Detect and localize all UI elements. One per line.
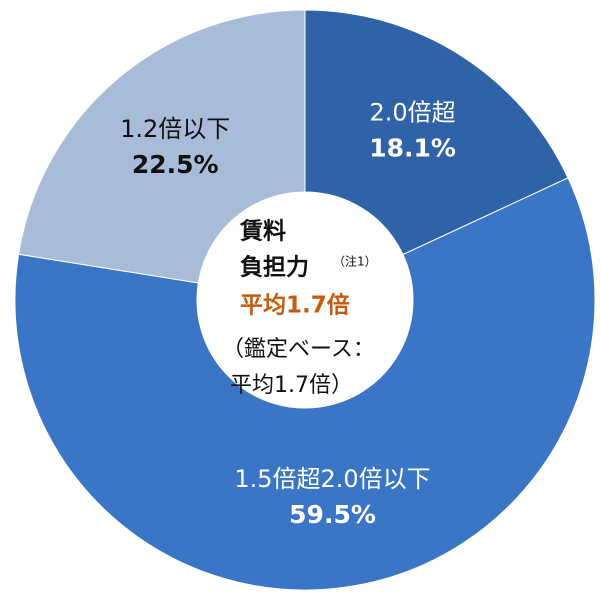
segment-label: 1.2倍以下 (120, 115, 230, 143)
donut-segment (14, 177, 596, 591)
donut-segment (18, 9, 306, 284)
donut-segment (304, 9, 569, 256)
center-text: 平均1.7倍） (230, 373, 353, 398)
center-average: 平均1.7倍 (240, 292, 350, 319)
center-text: 負担力 (240, 254, 309, 281)
donut (14, 9, 596, 591)
value-label: 18.1% (369, 133, 456, 162)
center-note: （注1） (333, 254, 377, 269)
center-text: 賃料 (239, 219, 286, 245)
center-text: （鑑定ベース： (222, 337, 375, 362)
segment-label: 1.5倍超2.0倍以下 (234, 465, 430, 493)
value-label: 22.5% (132, 150, 219, 179)
segment-label: 2.0倍超 (370, 98, 456, 126)
value-label: 59.5% (289, 500, 376, 529)
